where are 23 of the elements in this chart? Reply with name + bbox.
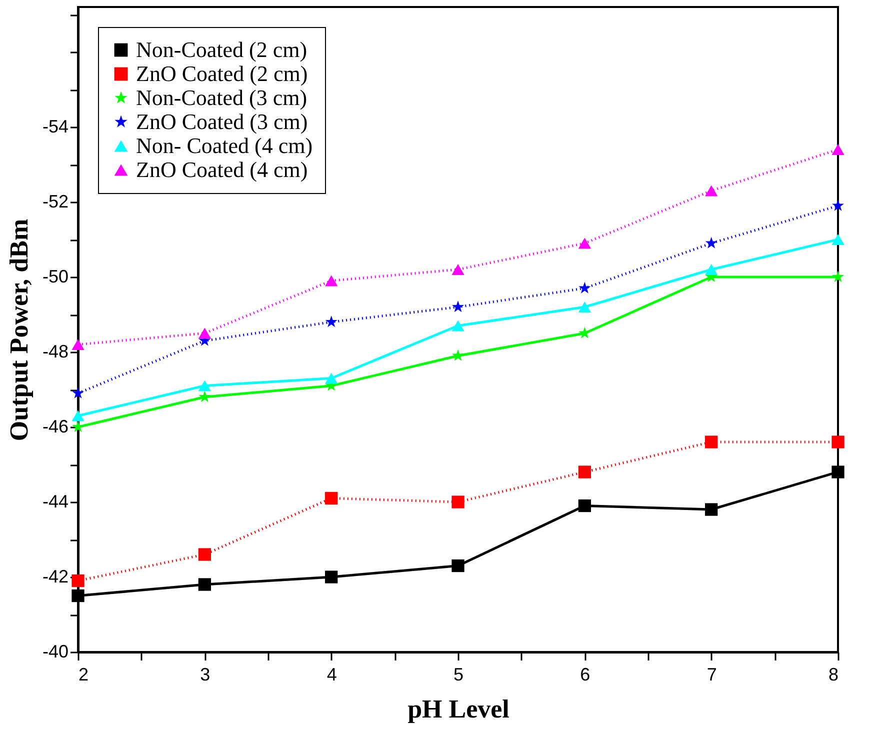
legend-label: ZnO Coated (2 cm) [136, 61, 308, 86]
y-tick-label: -50 [42, 266, 68, 286]
x-tick-label: 4 [326, 664, 337, 684]
x-tick-label: 5 [453, 664, 464, 684]
y-tick-label: -54 [42, 116, 68, 136]
legend-label: ZnO Coated (4 cm) [136, 157, 308, 182]
x-tick-label: 2 [78, 664, 89, 684]
legend-label: Non- Coated (4 cm) [136, 133, 313, 158]
y-tick-label: -40 [42, 642, 68, 662]
y-tick-label: -46 [42, 416, 68, 436]
y-tick-label: -52 [42, 192, 68, 212]
y-tick-label: -42 [42, 566, 68, 586]
y-tick-label: -48 [42, 342, 68, 362]
x-tick-label: 8 [828, 664, 838, 684]
x-tick-label: 7 [706, 664, 717, 684]
legend-label: Non-Coated (3 cm) [136, 85, 308, 110]
x-tick-label: 6 [580, 664, 590, 684]
legend-label: ZnO Coated (3 cm) [136, 109, 308, 134]
x-tick-label: 3 [200, 664, 210, 684]
x-axis-title: pH Level [408, 694, 510, 724]
legend-label: Non-Coated (2 cm) [136, 37, 308, 62]
y-axis-title: Output Power, dBm [4, 218, 34, 442]
y-tick-label: -44 [42, 492, 68, 512]
